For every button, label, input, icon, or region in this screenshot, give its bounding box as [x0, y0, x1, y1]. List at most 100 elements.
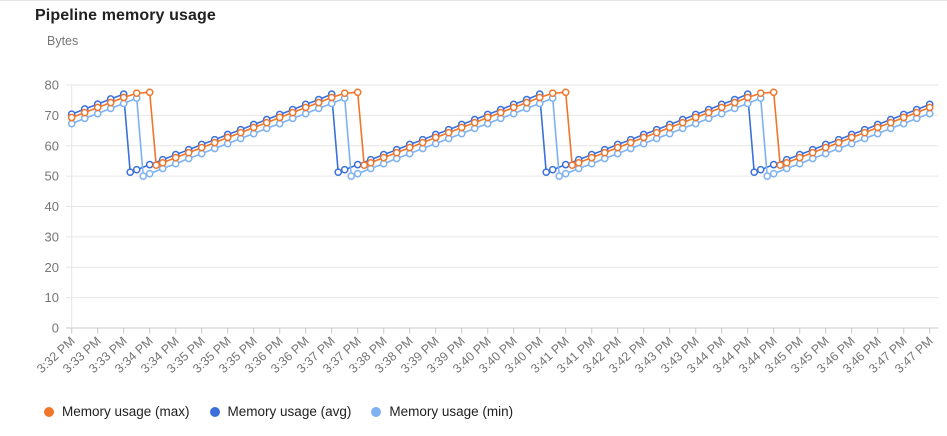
- point-avg: [334, 168, 343, 177]
- point-min: [717, 109, 726, 118]
- point-min: [301, 109, 310, 118]
- point-max: [639, 133, 648, 142]
- y-tick-label: 20: [45, 260, 59, 275]
- point-max: [509, 103, 518, 112]
- point-min: [665, 129, 674, 138]
- point-min: [509, 109, 518, 118]
- point-min: [483, 119, 492, 128]
- point-max: [275, 113, 284, 122]
- legend-item-avg[interactable]: Memory usage (avg): [209, 404, 352, 419]
- point-avg: [132, 165, 141, 174]
- point-min: [93, 109, 102, 118]
- point-max: [743, 93, 752, 102]
- y-tick-label: 30: [45, 229, 59, 244]
- point-max: [340, 89, 349, 98]
- point-max: [379, 153, 388, 162]
- point-max: [808, 148, 817, 157]
- series-points-max: [67, 88, 934, 170]
- point-max: [171, 153, 180, 162]
- point-min: [795, 159, 804, 168]
- point-max: [158, 158, 167, 167]
- point-max: [106, 98, 115, 107]
- point-max: [236, 128, 245, 137]
- point-avg: [756, 165, 765, 174]
- point-min: [691, 119, 700, 128]
- point-min: [223, 139, 232, 148]
- point-max: [535, 93, 544, 102]
- point-max: [262, 118, 271, 127]
- y-tick-label: 40: [45, 199, 59, 214]
- point-max: [360, 161, 369, 170]
- point-min: [67, 119, 76, 128]
- point-max: [444, 128, 453, 137]
- point-avg: [561, 160, 570, 169]
- point-max: [93, 103, 102, 112]
- point-max: [776, 161, 785, 170]
- legend-dot-min-icon: [371, 406, 382, 417]
- series-min: [67, 94, 934, 180]
- point-max: [568, 161, 577, 170]
- point-max: [587, 153, 596, 162]
- point-max: [691, 113, 700, 122]
- point-max: [223, 133, 232, 142]
- point-max: [912, 108, 921, 117]
- point-max: [613, 143, 622, 152]
- point-max: [67, 113, 76, 122]
- point-max: [197, 143, 206, 152]
- point-max: [184, 148, 193, 157]
- point-min: [457, 129, 466, 138]
- series-points-min: [67, 94, 934, 180]
- point-min: [249, 129, 258, 138]
- legend-dot-avg-icon: [209, 406, 220, 417]
- legend-item-min[interactable]: Memory usage (min): [371, 404, 513, 419]
- point-avg: [750, 168, 759, 177]
- point-max: [80, 108, 89, 117]
- point-min: [347, 172, 356, 180]
- point-avg: [548, 165, 557, 174]
- point-max: [626, 138, 635, 147]
- point-max: [678, 118, 687, 127]
- point-max: [522, 98, 531, 107]
- point-min: [899, 119, 908, 128]
- point-max: [704, 108, 713, 117]
- point-avg: [126, 168, 135, 177]
- point-max: [860, 128, 869, 137]
- point-min: [145, 169, 154, 178]
- legend-item-max[interactable]: Memory usage (max): [44, 404, 190, 419]
- series-max: [67, 88, 934, 170]
- legend-label-avg: Memory usage (avg): [227, 404, 352, 419]
- point-max: [470, 118, 479, 127]
- point-max: [795, 153, 804, 162]
- y-tick-label: 80: [45, 78, 59, 93]
- y-axis-unit-label: Bytes: [47, 34, 79, 48]
- point-max: [392, 148, 401, 157]
- point-min: [873, 129, 882, 138]
- point-min: [769, 169, 778, 178]
- x-axis-labels: 3:32 PM3:33 PM3:33 PM3:34 PM3:34 PM3:35 …: [34, 334, 936, 376]
- point-max: [418, 138, 427, 147]
- point-min: [763, 172, 772, 180]
- point-max: [717, 103, 726, 112]
- point-min: [275, 119, 284, 128]
- point-max: [249, 123, 258, 132]
- legend-label-min: Memory usage (min): [389, 404, 514, 419]
- point-max: [132, 89, 141, 98]
- point-max: [574, 158, 583, 167]
- point-min: [925, 109, 934, 118]
- point-max: [210, 138, 219, 147]
- y-tick-label: 10: [45, 290, 59, 305]
- point-max: [327, 93, 336, 102]
- point-max: [600, 148, 609, 157]
- point-avg: [769, 160, 778, 169]
- legend-dot-max-icon: [44, 406, 54, 417]
- point-min: [561, 169, 570, 178]
- point-max: [756, 89, 765, 98]
- point-max: [847, 133, 856, 142]
- point-avg: [353, 160, 362, 169]
- point-max: [314, 98, 323, 107]
- point-max: [886, 118, 895, 127]
- point-max: [457, 123, 466, 132]
- point-min: [139, 172, 148, 180]
- point-max: [873, 123, 882, 132]
